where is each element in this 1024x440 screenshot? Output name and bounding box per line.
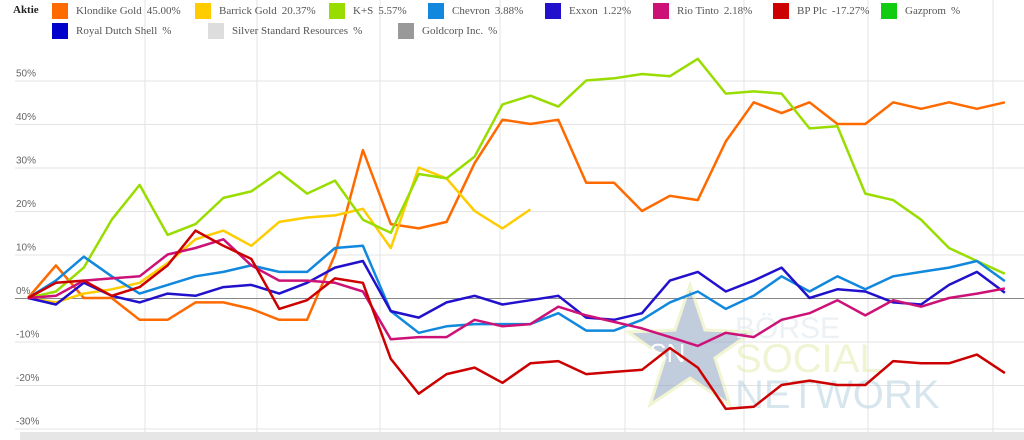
- legend-label: Royal Dutch Shell: [76, 25, 158, 37]
- y-tick-label: -10%: [16, 330, 39, 341]
- y-tick-label: -30%: [16, 417, 39, 428]
- legend-item-barrick-gold[interactable]: Barrick Gold 20.37%: [195, 3, 316, 19]
- y-tick-label: -20%: [16, 373, 39, 384]
- legend-swatch: [329, 3, 345, 19]
- series-lines: [27, 57, 1006, 411]
- legend-label: Silver Standard Resources: [232, 25, 349, 37]
- legend-label: Chevron: [452, 5, 490, 17]
- legend-item-chevron[interactable]: Chevron 3.88%: [428, 3, 523, 19]
- legend-swatch: [881, 3, 897, 19]
- legend-label: Gazprom: [905, 5, 946, 17]
- legend-label: Exxon: [569, 5, 598, 17]
- legend-value: 3.88%: [494, 5, 524, 17]
- y-tick-label: 0%: [16, 286, 31, 297]
- legend-value: %: [950, 5, 961, 17]
- y-tick-label: 10%: [16, 243, 36, 254]
- legend-swatch: [398, 23, 414, 39]
- watermark-line3: NETWORK: [735, 373, 940, 417]
- legend-item-silver-standard-resources[interactable]: Silver Standard Resources%: [208, 23, 362, 39]
- legend-swatch: [52, 3, 68, 19]
- legend-item-goldcorp-inc-[interactable]: Goldcorp Inc.%: [398, 23, 497, 39]
- series-line-klondike-gold[interactable]: [27, 101, 1006, 322]
- legend-label: Barrick Gold: [219, 5, 277, 17]
- series-line-bp-plc[interactable]: [27, 229, 1006, 411]
- legend-label: Rio Tinto: [677, 5, 719, 17]
- legend-value: 2.18%: [723, 5, 753, 17]
- legend-swatch: [52, 23, 68, 39]
- series-line-exxon[interactable]: [27, 259, 1006, 322]
- legend-value: %: [488, 25, 498, 37]
- legend-item-gazprom[interactable]: Gazprom%: [881, 3, 960, 19]
- legend-value: 1.22%: [602, 5, 632, 17]
- legend-value: 20.37%: [281, 5, 316, 17]
- watermark-logo: BSN BÖRSE SOCIAL NETWORK: [623, 280, 940, 417]
- legend-label: Goldcorp Inc.: [422, 25, 484, 37]
- legend-value: 5.57%: [378, 5, 407, 17]
- legend-label: BP Plc: [797, 5, 827, 17]
- legend-item-bp-plc[interactable]: BP Plc -17.27%: [773, 3, 869, 19]
- series-line-k-s[interactable]: [27, 57, 1006, 300]
- legend-item-klondike-gold[interactable]: Klondike Gold 45.00%: [52, 3, 181, 19]
- legend-value: %: [162, 25, 172, 37]
- y-tick-label: 20%: [16, 199, 36, 210]
- legend-title: Aktie: [13, 4, 39, 16]
- legend-swatch: [208, 23, 224, 39]
- y-axis: 50% 40% 30% 20% 10% 0% -10% -20% -30%: [16, 69, 39, 428]
- legend-value: -17.27%: [831, 5, 870, 17]
- legend-swatch: [653, 3, 669, 19]
- legend-swatch: [773, 3, 789, 19]
- y-tick-label: 50%: [16, 69, 36, 80]
- watermark-line2: SOCIAL: [735, 337, 882, 381]
- y-tick-label: 30%: [16, 156, 36, 167]
- x-axis-scrollbar[interactable]: [20, 432, 1024, 440]
- legend-label: Klondike Gold: [76, 5, 142, 17]
- y-tick-label: 40%: [16, 112, 36, 123]
- legend-swatch: [428, 3, 444, 19]
- legend-swatch: [545, 3, 561, 19]
- legend-value: %: [353, 25, 363, 37]
- legend-item-exxon[interactable]: Exxon 1.22%: [545, 3, 631, 19]
- series-line-rio-tinto[interactable]: [27, 238, 1006, 348]
- watermark-star-icon: [623, 280, 757, 409]
- legend-item-royal-dutch-shell[interactable]: Royal Dutch Shell%: [52, 23, 171, 39]
- legend-item-k-s[interactable]: K+S 5.57%: [329, 3, 407, 19]
- legend-item-rio-tinto[interactable]: Rio Tinto 2.18%: [653, 3, 752, 19]
- legend-swatch: [195, 3, 211, 19]
- legend-label: K+S: [353, 5, 374, 17]
- legend-value: 45.00%: [146, 5, 181, 17]
